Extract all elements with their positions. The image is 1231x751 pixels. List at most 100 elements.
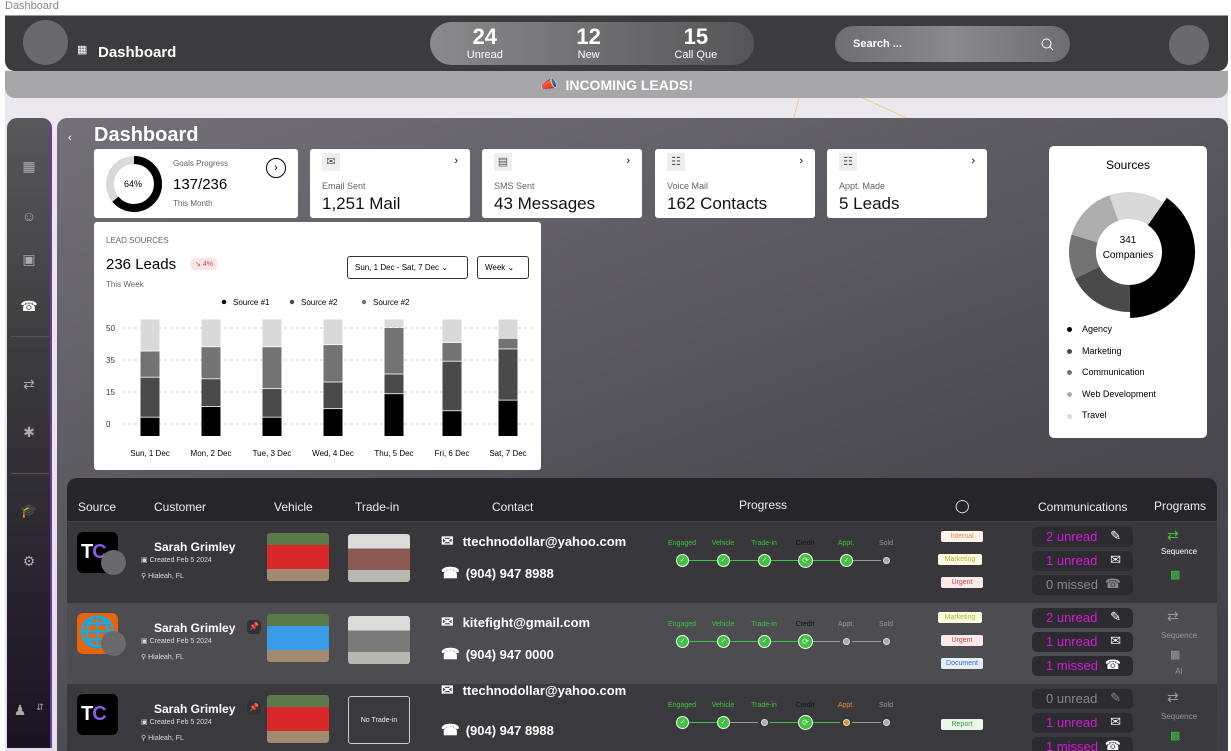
pie-slice-agency [1129, 197, 1195, 318]
tag-document[interactable]: Document [941, 658, 983, 669]
sidebar-divider [11, 473, 49, 474]
clipboard-icon: ☷ [839, 153, 857, 171]
chevron-right-icon[interactable]: › [971, 155, 975, 167]
pie-slice-travel [1109, 192, 1164, 225]
kpi-card-appt-made[interactable]: ☷ › Appt. Made 5 Leads [827, 149, 987, 218]
chevron-down-icon: ⌄ [507, 263, 515, 272]
sidebar-expand-icon[interactable]: ⇵ [36, 702, 44, 712]
stat-new[interactable]: 12 New [576, 24, 601, 62]
sidebar-calendar-icon[interactable]: ▣ [22, 251, 36, 267]
stat-call-que[interactable]: 15 Call Que [674, 24, 718, 62]
kpi-card-sms-sent[interactable]: ▤ › SMS Sent 43 Messages [482, 149, 642, 218]
customer-name[interactable]: Sarah Grimley [154, 621, 236, 635]
comm-pill[interactable]: 2 unread ✎ [1032, 527, 1133, 547]
bar-segment [262, 388, 282, 417]
tag-urgent[interactable]: Urgent [941, 635, 983, 646]
comm-pill[interactable]: 0 missed ☎ [1032, 575, 1133, 595]
tag-marketing[interactable]: Marketing [938, 554, 982, 565]
sequence-icon[interactable]: ⇄ [1167, 608, 1179, 624]
contact-email[interactable]: ✉ ttechnodollar@yahoo.com [441, 682, 627, 699]
tag-marketing[interactable]: Marketing [938, 612, 982, 623]
sidebar-dashboard-icon[interactable]: ▦ [22, 158, 36, 174]
legend-label: Source #2 [301, 298, 338, 307]
contact-phone[interactable]: ☎ (904) 947 8988 [441, 722, 554, 739]
vehicle-image[interactable] [267, 614, 329, 662]
incoming-leads-banner[interactable]: 📣 INCOMING LEADS! [5, 71, 1228, 98]
legend-item: Travel [1067, 410, 1156, 432]
comm-pill[interactable]: 1 unread ✉ [1032, 713, 1133, 733]
step-connector [770, 641, 799, 642]
contact-phone[interactable]: ☎ (904) 947 0000 [441, 646, 554, 663]
window-title: Dashboard [5, 0, 59, 12]
chevron-right-icon[interactable]: › [799, 155, 803, 167]
user-avatar[interactable] [1169, 25, 1209, 65]
sidebar-team-icon[interactable]: ♟ [13, 702, 27, 718]
customer-name[interactable]: Sarah Grimley [154, 702, 236, 716]
bar-segment [498, 349, 518, 400]
comm-pill[interactable]: 1 missed ☎ [1032, 737, 1133, 751]
sidebar-broadcast-icon[interactable]: ✱ [23, 424, 35, 440]
phone-icon: ☎ [441, 646, 460, 663]
source-avatar [101, 550, 126, 575]
vehicle-image[interactable] [267, 533, 329, 581]
kpi-card-voice-mail[interactable]: ☷ › Voice Mail 162 Contacts [655, 149, 815, 218]
step-connector [688, 641, 717, 642]
col-vehicle: Vehicle [274, 500, 313, 514]
sidebar-settings-icon[interactable]: ⚙ [22, 553, 36, 569]
sequence-icon[interactable]: ⇄ [1167, 689, 1179, 705]
bar-segment [140, 351, 160, 377]
sidebar-sequence-icon[interactable]: ⇄ [23, 376, 35, 392]
avatar[interactable] [23, 20, 68, 65]
comm-pill[interactable]: 2 unread ✎ [1032, 608, 1133, 628]
bar-segment [201, 319, 221, 347]
comm-pill[interactable]: 1 unread ✉ [1032, 551, 1133, 571]
step-connector [811, 560, 840, 561]
sidebar-phone-icon[interactable]: ☎ [20, 298, 38, 314]
tag-report[interactable]: Report [941, 719, 983, 730]
table-row[interactable]: TC Sarah Grimley ▣ Created Feb 5 2024 ⚲ … [67, 682, 1217, 751]
collapse-chevron-icon[interactable]: ‹ [68, 132, 72, 144]
contact-email[interactable]: ✉ ttechnodollar@yahoo.com [441, 533, 627, 550]
comm-pill[interactable]: 0 unread ✎ [1032, 689, 1133, 709]
bar-segment [498, 319, 518, 338]
date-range-select[interactable]: Sun, 1 Dec - Sat, 7 Dec ⌄ [347, 256, 468, 279]
chevron-right-icon[interactable]: › [626, 155, 630, 167]
col-source: Source [78, 500, 117, 514]
customer-name[interactable]: Sarah Grimley [154, 540, 236, 554]
lead-sources-chart: 50 35 15 0 Source #1 Source #2 Source #2 Sun, 1… [106, 298, 534, 458]
contact-phone[interactable]: ☎ (904) 947 8988 [441, 565, 554, 582]
kpi-label: Appt. Made [839, 181, 886, 191]
chevron-right-icon[interactable]: › [454, 155, 458, 167]
phone-icon: ☎ [1104, 657, 1121, 672]
goals-progress-card[interactable]: 64% Goals Progress 137/236 This Month › [94, 149, 298, 218]
contact-email[interactable]: ✉ kitefight@gmail.com [441, 614, 591, 631]
period-select[interactable]: Week ⌄ [477, 256, 529, 279]
tradein-image[interactable] [348, 534, 410, 582]
ai-robot-icon[interactable]: ▩ [1170, 649, 1181, 661]
tag-urgent[interactable]: Urgent [941, 577, 983, 588]
comm-pill[interactable]: 1 unread ✉ [1032, 632, 1133, 652]
sequence-icon[interactable]: ⇄ [1167, 527, 1179, 543]
sequence-label: Sequence [1160, 712, 1198, 721]
ai-robot-icon[interactable]: ▩ [1170, 730, 1181, 742]
search-icon[interactable] [1041, 38, 1054, 51]
y-tick-label: 35 [106, 356, 115, 365]
step-connector [811, 722, 840, 723]
pin-icon[interactable]: 📌 [247, 701, 261, 715]
banner-text: INCOMING LEADS! [565, 76, 693, 93]
location-pin-icon: ⚲ [141, 573, 149, 580]
kpi-card-email-sent[interactable]: ✉ › Email Sent 1,251 Mail [310, 149, 470, 218]
table-row[interactable]: TC Sarah Grimley ▣ Created Feb 5 2024 ⚲ … [67, 522, 1217, 603]
goals-next-button[interactable]: › [266, 158, 286, 178]
sidebar-contacts-icon[interactable]: ☺ [21, 208, 37, 224]
vehicle-image[interactable] [267, 695, 329, 743]
sidebar-education-icon[interactable]: 🎓 [20, 502, 38, 518]
tradein-image[interactable] [348, 616, 410, 664]
ai-robot-icon[interactable]: ▩ [1170, 569, 1181, 581]
stat-unread[interactable]: 24 Unread [466, 24, 503, 62]
comm-pill[interactable]: 1 missed ☎ [1032, 656, 1133, 676]
pin-icon[interactable]: 📌 [247, 620, 261, 634]
tag-internal[interactable]: Internal [941, 531, 983, 542]
table-row[interactable]: 🌐 Sarah Grimley ▣ Created Feb 5 2024 ⚲ H… [67, 603, 1217, 684]
search-input[interactable]: Search ... [835, 26, 1070, 62]
